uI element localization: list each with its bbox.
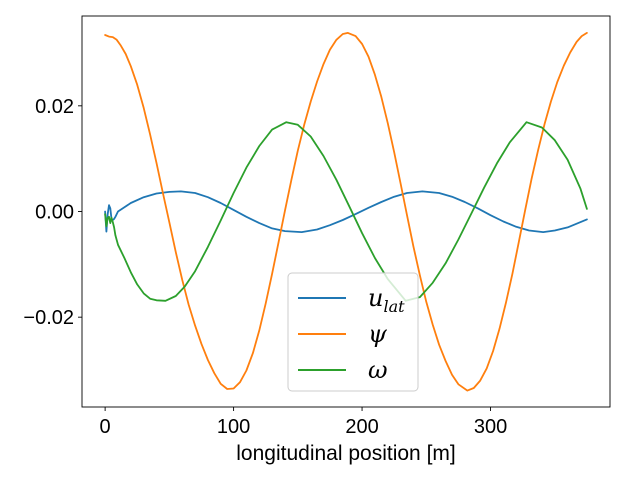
x-tick-label: 100: [217, 416, 250, 438]
series-line-1: [104, 32, 588, 392]
x-tick-label: 300: [474, 416, 507, 438]
y-tick-label: −0.02: [23, 307, 74, 329]
plot-lines: [104, 32, 588, 392]
legend-label-1: ψ: [368, 320, 388, 348]
legend-subscript: lat: [383, 297, 405, 316]
legend-box: [287, 272, 419, 392]
series-line-2: [104, 121, 588, 302]
x-axis-label: longitudinal position [m]: [236, 442, 455, 465]
x-axis-ticks: 0 100 200 300: [100, 407, 507, 438]
y-axis-ticks: −0.02 0.00 0.02: [23, 96, 82, 329]
series-line-0: [104, 190, 588, 234]
x-tick-label: 0: [100, 416, 111, 438]
legend-label-2: ω: [368, 356, 388, 384]
y-tick-label: 0.00: [35, 202, 74, 224]
y-tick-label: 0.02: [35, 96, 74, 118]
x-tick-label: 200: [345, 416, 378, 438]
